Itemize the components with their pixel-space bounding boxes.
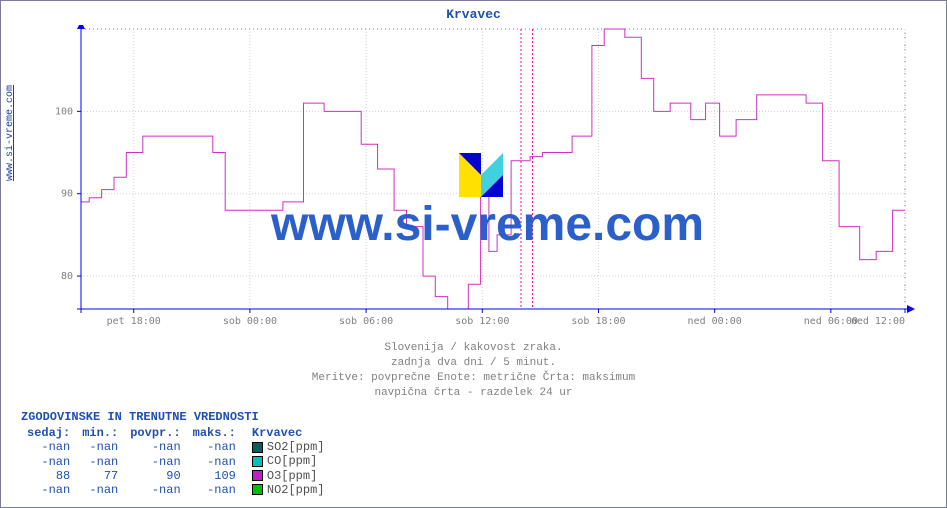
legend-swatch xyxy=(252,442,263,453)
svg-text:pet 18:00: pet 18:00 xyxy=(107,316,161,327)
stats-block: ZGODOVINSKE IN TRENUTNE VREDNOSTI sedaj:… xyxy=(21,410,330,497)
stats-cell: -nan xyxy=(76,440,124,454)
stats-cell: -nan xyxy=(124,440,186,454)
stats-legend-title: Krvavec xyxy=(242,426,331,440)
stats-cell: -nan xyxy=(124,454,186,468)
svg-text:sob 12:00: sob 12:00 xyxy=(455,316,509,327)
stats-header-row: sedaj:min.:povpr.:maks.:Krvavec xyxy=(21,426,330,440)
stats-cell: -nan xyxy=(187,440,242,454)
chart-subtitles: Slovenija / kakovost zraka. zadnja dva d… xyxy=(1,341,946,400)
stats-cell: -nan xyxy=(21,483,76,497)
chart-container: www.si-vreme.com Krvavec 80 90 100 pet 18:0… xyxy=(1,1,946,507)
stats-title: ZGODOVINSKE IN TRENUTNE VREDNOSTI xyxy=(21,410,330,424)
stats-cell: 109 xyxy=(187,469,242,483)
stats-row: -nan-nan-nan-nanSO2[ppm] xyxy=(21,440,330,454)
subtitle-line: zadnja dva dni / 5 minut. xyxy=(1,356,946,371)
stats-header-cell: min.: xyxy=(76,426,124,440)
legend-entry: O3[ppm] xyxy=(242,469,331,483)
legend-entry: NO2[ppm] xyxy=(242,483,331,497)
ylabel-link[interactable]: www.si-vreme.com xyxy=(5,85,16,181)
stats-row: -nan-nan-nan-nanCO[ppm] xyxy=(21,454,330,468)
legend-label: SO2[ppm] xyxy=(267,440,325,454)
stats-cell: -nan xyxy=(76,454,124,468)
legend-entry: SO2[ppm] xyxy=(242,440,331,454)
stats-cell: -nan xyxy=(21,454,76,468)
stats-cell: -nan xyxy=(124,483,186,497)
stats-header-cell: sedaj: xyxy=(21,426,76,440)
legend-swatch xyxy=(252,484,263,495)
stats-header-cell: maks.: xyxy=(187,426,242,440)
legend-label: CO[ppm] xyxy=(267,454,317,468)
subtitle-line: Meritve: povprečne Enote: metrične Črta:… xyxy=(1,371,946,386)
legend-entry: CO[ppm] xyxy=(242,454,331,468)
stats-cell: 88 xyxy=(21,469,76,483)
chart-area: 80 90 100 pet 18:00 sob 00:00 sob 06:00 sob 12… xyxy=(53,25,925,335)
stats-cell: -nan xyxy=(21,440,76,454)
svg-text:sob 18:00: sob 18:00 xyxy=(571,316,625,327)
stats-row: -nan-nan-nan-nanNO2[ppm] xyxy=(21,483,330,497)
stats-cell: -nan xyxy=(187,483,242,497)
legend-swatch xyxy=(252,470,263,481)
stats-header-cell: povpr.: xyxy=(124,426,186,440)
chart-title: Krvavec xyxy=(1,7,946,22)
legend-label: O3[ppm] xyxy=(267,469,317,483)
svg-text:90: 90 xyxy=(61,189,73,200)
stats-cell: 90 xyxy=(124,469,186,483)
svg-text:ned 12:00: ned 12:00 xyxy=(851,316,905,327)
legend-label: NO2[ppm] xyxy=(267,483,325,497)
stats-row: 887790109 O3[ppm] xyxy=(21,469,330,483)
svg-text:80: 80 xyxy=(61,271,73,282)
chart-svg: 80 90 100 pet 18:00 sob 00:00 sob 06:00 sob 12… xyxy=(53,25,925,335)
stats-cell: 77 xyxy=(76,469,124,483)
svg-text:sob 00:00: sob 00:00 xyxy=(223,316,277,327)
svg-text:100: 100 xyxy=(55,106,73,117)
stats-table: sedaj:min.:povpr.:maks.:Krvavec-nan-nan-… xyxy=(21,426,330,497)
svg-text:ned 06:00: ned 06:00 xyxy=(804,316,858,327)
svg-text:sob 06:00: sob 06:00 xyxy=(339,316,393,327)
stats-cell: -nan xyxy=(76,483,124,497)
stats-cell: -nan xyxy=(187,454,242,468)
legend-swatch xyxy=(252,456,263,467)
subtitle-line: Slovenija / kakovost zraka. xyxy=(1,341,946,356)
svg-text:ned 00:00: ned 00:00 xyxy=(688,316,742,327)
subtitle-line: navpična črta - razdelek 24 ur xyxy=(1,386,946,401)
